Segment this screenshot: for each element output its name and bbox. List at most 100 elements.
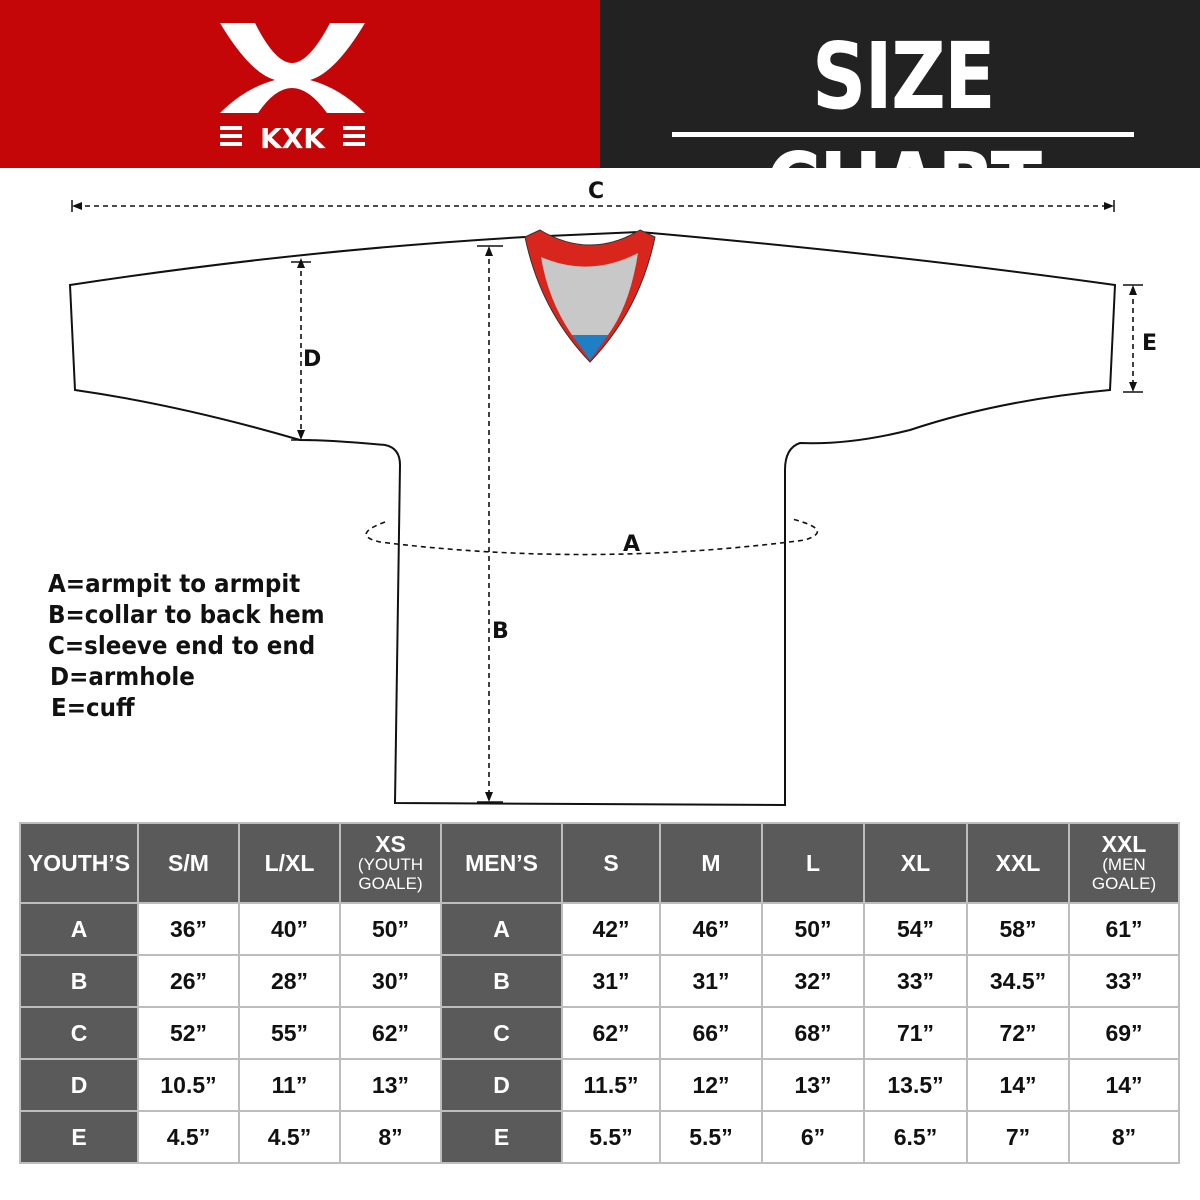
column-header-sublabel: (YOUTH GOALE) bbox=[357, 855, 424, 893]
measurement-cell: 42” bbox=[563, 904, 659, 954]
measurement-cell: 36” bbox=[139, 904, 238, 954]
legend-item-d: D=armhole bbox=[50, 662, 195, 691]
measurement-cell: 54” bbox=[865, 904, 966, 954]
measurement-cell: 71” bbox=[865, 1008, 966, 1058]
measurement-cell: 34.5” bbox=[968, 956, 1068, 1006]
measurement-cell: 13” bbox=[341, 1060, 440, 1110]
measurement-cell: 6.5” bbox=[865, 1112, 966, 1162]
collar-tag bbox=[572, 335, 608, 360]
logo-text: KXK bbox=[260, 122, 326, 153]
measurement-cell: 66” bbox=[661, 1008, 761, 1058]
measurement-cell: 61” bbox=[1070, 904, 1178, 954]
row-label-cell: B bbox=[21, 956, 137, 1006]
legend-item-a: A=armpit to armpit bbox=[48, 569, 301, 598]
column-header-label: XL bbox=[900, 850, 931, 876]
dimension-label-c: C bbox=[588, 179, 604, 204]
column-header: XS (YOUTH GOALE) bbox=[341, 824, 440, 902]
measurement-cell: 50” bbox=[763, 904, 863, 954]
table-row: A 36” 40” 50” A 42” 46” 50” 54” 58” 61” bbox=[21, 904, 1178, 954]
measurement-cell: 14” bbox=[968, 1060, 1068, 1110]
column-header-label: L/XL bbox=[264, 850, 315, 876]
dimension-label-d: D bbox=[303, 347, 321, 372]
measurement-cell: 5.5” bbox=[661, 1112, 761, 1162]
table-header-row: YOUTH’S S/M L/XL XS (YOUTH GOALE) MEN’S S M L XL X… bbox=[21, 824, 1178, 902]
legend-item-c: C=sleeve end to end bbox=[48, 631, 316, 660]
legend-item-e: E=cuff bbox=[51, 693, 135, 722]
column-header: L/XL bbox=[240, 824, 339, 902]
column-header: MEN’S bbox=[442, 824, 561, 902]
row-label-cell: C bbox=[21, 1008, 137, 1058]
measurement-cell: 62” bbox=[563, 1008, 659, 1058]
measurement-cell: 10.5” bbox=[139, 1060, 238, 1110]
measurement-cell: 33” bbox=[1070, 956, 1178, 1006]
column-header-label: XXL bbox=[995, 850, 1041, 876]
dimension-label-b: B bbox=[492, 619, 509, 644]
jersey-diagram: C D E A B bbox=[68, 179, 1157, 807]
table-row: C 52” 55” 62” C 62” 66” 68” 71” 72” 69” bbox=[21, 1008, 1178, 1058]
column-header-label: XXL bbox=[1101, 831, 1147, 857]
row-label-cell: B bbox=[442, 956, 561, 1006]
measurement-cell: 12” bbox=[661, 1060, 761, 1110]
column-header: S bbox=[563, 824, 659, 902]
measurement-cell: 8” bbox=[341, 1112, 440, 1162]
column-header: XL bbox=[865, 824, 966, 902]
legend-item-b: B=collar to back hem bbox=[48, 600, 325, 629]
title-underline bbox=[672, 132, 1134, 137]
column-header-sublabel: (MEN GOALE) bbox=[1091, 855, 1157, 893]
measurement-cell: 62” bbox=[341, 1008, 440, 1058]
column-header: XXL (MEN GOALE) bbox=[1070, 824, 1178, 902]
column-header: L bbox=[763, 824, 863, 902]
measurement-cell: 4.5” bbox=[139, 1112, 238, 1162]
dimension-label-a: A bbox=[623, 532, 640, 557]
row-label-cell: A bbox=[21, 904, 137, 954]
page-title: SIZE CHART bbox=[765, 23, 1042, 240]
row-label-cell: D bbox=[21, 1060, 137, 1110]
dimension-label-e: E bbox=[1142, 331, 1157, 356]
measurement-cell: 69” bbox=[1070, 1008, 1178, 1058]
column-header-label: XS bbox=[375, 831, 406, 857]
measurement-cell: 26” bbox=[139, 956, 238, 1006]
row-label-cell: C bbox=[442, 1008, 561, 1058]
header-title-panel bbox=[600, 0, 1200, 168]
measurement-cell: 40” bbox=[240, 904, 339, 954]
column-header: YOUTH’S bbox=[21, 824, 137, 902]
measurement-cell: 50” bbox=[341, 904, 440, 954]
measurement-cell: 72” bbox=[968, 1008, 1068, 1058]
measurement-cell: 31” bbox=[661, 956, 761, 1006]
table-row: B 26” 28” 30” B 31” 31” 32” 33” 34.5” 33” bbox=[21, 956, 1178, 1006]
measurement-cell: 33” bbox=[865, 956, 966, 1006]
column-header-label: YOUTH’S bbox=[27, 850, 131, 876]
column-header-label: MEN’S bbox=[465, 850, 538, 876]
measurement-cell: 46” bbox=[661, 904, 761, 954]
measurement-cell: 55” bbox=[240, 1008, 339, 1058]
measurement-cell: 58” bbox=[968, 904, 1068, 954]
measurement-cell: 28” bbox=[240, 956, 339, 1006]
row-label-cell: E bbox=[21, 1112, 137, 1162]
measurement-cell: 7” bbox=[968, 1112, 1068, 1162]
dimension-a-ellipse bbox=[365, 518, 819, 556]
measurement-cell: 30” bbox=[341, 956, 440, 1006]
measurement-cell: 68” bbox=[763, 1008, 863, 1058]
column-header-label: L bbox=[805, 850, 821, 876]
measurement-cell: 4.5” bbox=[240, 1112, 339, 1162]
measurement-cell: 32” bbox=[763, 956, 863, 1006]
measurement-cell: 11” bbox=[240, 1060, 339, 1110]
measurement-cell: 11.5” bbox=[563, 1060, 659, 1110]
measurement-cell: 31” bbox=[563, 956, 659, 1006]
row-label-cell: A bbox=[442, 904, 561, 954]
jersey-outline bbox=[68, 230, 1117, 807]
column-header-label: S bbox=[603, 850, 619, 876]
measurement-cell: 5.5” bbox=[563, 1112, 659, 1162]
column-header-label: M bbox=[701, 850, 721, 876]
measurement-cell: 52” bbox=[139, 1008, 238, 1058]
size-table: YOUTH’S S/M L/XL XS (YOUTH GOALE) MEN’S S M L XL X… bbox=[19, 822, 1180, 1164]
measurement-cell: 6” bbox=[763, 1112, 863, 1162]
row-label-cell: D bbox=[442, 1060, 561, 1110]
row-label-cell: E bbox=[442, 1112, 561, 1162]
column-header: S/M bbox=[139, 824, 238, 902]
measurement-cell: 13” bbox=[763, 1060, 863, 1110]
table-row: E 4.5” 4.5” 8” E 5.5” 5.5” 6” 6.5” 7” 8” bbox=[21, 1112, 1178, 1162]
measurement-legend: A=armpit to armpit B=collar to back hem … bbox=[48, 568, 349, 723]
column-header: XXL bbox=[968, 824, 1068, 902]
column-header: M bbox=[661, 824, 761, 902]
